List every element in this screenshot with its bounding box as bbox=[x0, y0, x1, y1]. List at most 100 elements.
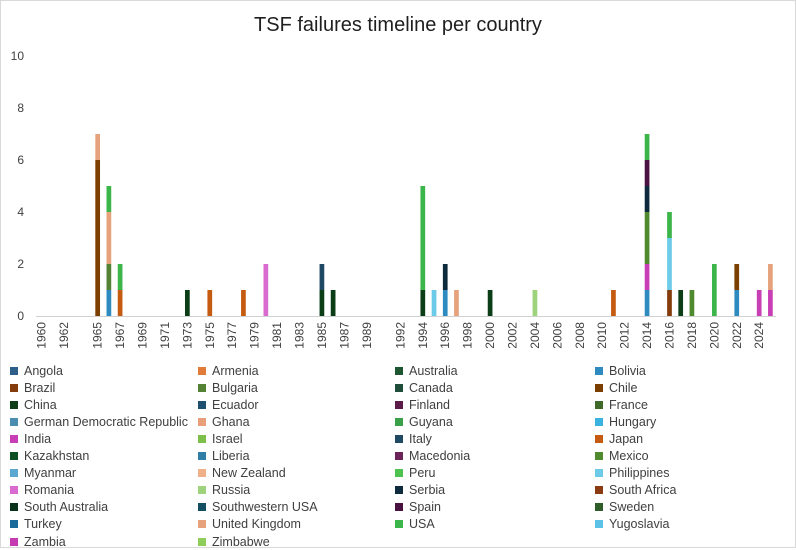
bar-segment bbox=[263, 264, 269, 316]
x-tick-label: 1965 bbox=[91, 322, 105, 349]
legend-swatch bbox=[595, 434, 603, 443]
legend-label: India bbox=[24, 431, 52, 446]
legend-item: Italy bbox=[395, 430, 432, 447]
x-tick-label: 1962 bbox=[57, 322, 71, 349]
legend-item: Finland bbox=[395, 396, 450, 413]
legend-label: Bulgaria bbox=[212, 380, 258, 395]
bar-segment bbox=[689, 290, 695, 316]
legend-label: Armenia bbox=[212, 363, 259, 378]
bar-segment bbox=[711, 264, 717, 316]
legend-item: Japan bbox=[595, 430, 643, 447]
legend-item: Guyana bbox=[395, 413, 453, 430]
bar-segment bbox=[768, 290, 773, 316]
legend-label: New Zealand bbox=[212, 466, 286, 481]
legend-label: South Australia bbox=[24, 500, 109, 515]
bar-segment bbox=[644, 186, 650, 212]
y-tick-label: 6 bbox=[17, 153, 24, 167]
x-tick-label: 1971 bbox=[158, 322, 172, 349]
legend-swatch bbox=[198, 486, 206, 495]
legend-item: Zimbabwe bbox=[198, 533, 270, 550]
legend-item: Myanmar bbox=[10, 465, 76, 482]
legend-label: Israel bbox=[212, 431, 243, 446]
bar-segment bbox=[319, 290, 325, 316]
legend-item: South Africa bbox=[595, 482, 676, 499]
legend-label: Guyana bbox=[409, 414, 453, 429]
bar-segment bbox=[611, 290, 616, 316]
legend-label: China bbox=[24, 397, 57, 412]
legend-item: Romania bbox=[10, 482, 74, 499]
x-tick-label: 2014 bbox=[640, 322, 654, 349]
bar-segment bbox=[667, 290, 672, 316]
legend-label: Macedonia bbox=[409, 449, 471, 463]
bar-segment bbox=[667, 238, 672, 290]
legend-label: Japan bbox=[609, 431, 644, 446]
legend-label: Finland bbox=[409, 397, 450, 412]
x-tick-label: 2010 bbox=[595, 322, 609, 349]
legend-label: Sweden bbox=[609, 500, 655, 515]
x-tick-label: 2016 bbox=[662, 322, 676, 349]
legend-swatch bbox=[395, 400, 403, 409]
bar-segment bbox=[734, 290, 740, 316]
x-tick-label: 1996 bbox=[438, 322, 452, 349]
y-tick-label: 0 bbox=[17, 309, 24, 323]
legend-swatch bbox=[10, 366, 18, 375]
legend-item: Hungary bbox=[595, 413, 656, 430]
legend-item: Peru bbox=[395, 465, 435, 482]
legend-label: Liberia bbox=[212, 449, 250, 463]
legend-item: Israel bbox=[198, 430, 243, 447]
legend-swatch bbox=[595, 400, 603, 409]
x-tick-label: 1975 bbox=[203, 322, 217, 349]
legend-label: Romania bbox=[24, 483, 75, 498]
bar-segment bbox=[106, 186, 112, 212]
legend-label: United Kingdom bbox=[212, 517, 301, 532]
legend-item: Southwestern USA bbox=[198, 499, 318, 516]
legend-item: China bbox=[10, 396, 57, 413]
legend-label: Serbia bbox=[409, 483, 446, 498]
legend-swatch bbox=[595, 383, 603, 392]
bar-segment bbox=[756, 290, 762, 316]
legend-item: Zambia bbox=[10, 533, 66, 550]
legend-label: Angola bbox=[24, 363, 63, 378]
bar-segment bbox=[431, 290, 437, 316]
legend-item: Yugoslavia bbox=[595, 516, 669, 533]
bar-segment bbox=[644, 264, 650, 290]
legend-item: Russia bbox=[198, 482, 250, 499]
legend-swatch bbox=[198, 520, 206, 529]
y-tick-label: 10 bbox=[11, 49, 25, 63]
bar-segment bbox=[106, 212, 112, 264]
legend-item: Brazil bbox=[10, 379, 55, 396]
legend-swatch bbox=[10, 537, 18, 546]
bar-segment bbox=[106, 264, 112, 290]
bar-segment bbox=[117, 264, 123, 290]
x-tick-label: 1985 bbox=[315, 322, 329, 349]
legend-item: Ecuador bbox=[198, 396, 259, 413]
legend-item: Mexico bbox=[595, 448, 649, 465]
legend-label: Brazil bbox=[24, 380, 56, 395]
legend-swatch bbox=[198, 400, 206, 409]
legend-item: Canada bbox=[395, 379, 453, 396]
legend-item: Angola bbox=[10, 362, 63, 379]
y-tick-label: 2 bbox=[17, 257, 24, 271]
legend-label: Turkey bbox=[24, 517, 62, 532]
x-tick-label: 2022 bbox=[730, 322, 744, 349]
legend-swatch bbox=[198, 434, 206, 443]
legend-swatch bbox=[10, 417, 18, 426]
legend-swatch bbox=[198, 417, 206, 426]
x-tick-label: 2020 bbox=[707, 322, 721, 349]
legend-swatch bbox=[10, 383, 18, 392]
legend-label: Southwestern USA bbox=[212, 500, 318, 515]
legend-item: Ghana bbox=[198, 413, 250, 430]
x-tick-label: 1981 bbox=[270, 322, 284, 349]
bar-segment bbox=[117, 290, 123, 316]
legend-swatch bbox=[10, 469, 18, 478]
x-tick-label: 1967 bbox=[113, 322, 127, 349]
legend-swatch bbox=[395, 366, 403, 375]
legend-label: Russia bbox=[212, 483, 251, 498]
legend-item: USA bbox=[395, 516, 435, 533]
bar-segment bbox=[106, 290, 112, 316]
chart-plot-area: 0 2 4 6 8 10 1960 1962 1965 1967 1969 1971 1973 1975 1… bbox=[11, 49, 776, 349]
legend-swatch bbox=[198, 383, 206, 392]
bar-segment bbox=[442, 264, 448, 290]
bar-segment bbox=[95, 134, 101, 160]
legend-label: Bolivia bbox=[609, 363, 646, 378]
